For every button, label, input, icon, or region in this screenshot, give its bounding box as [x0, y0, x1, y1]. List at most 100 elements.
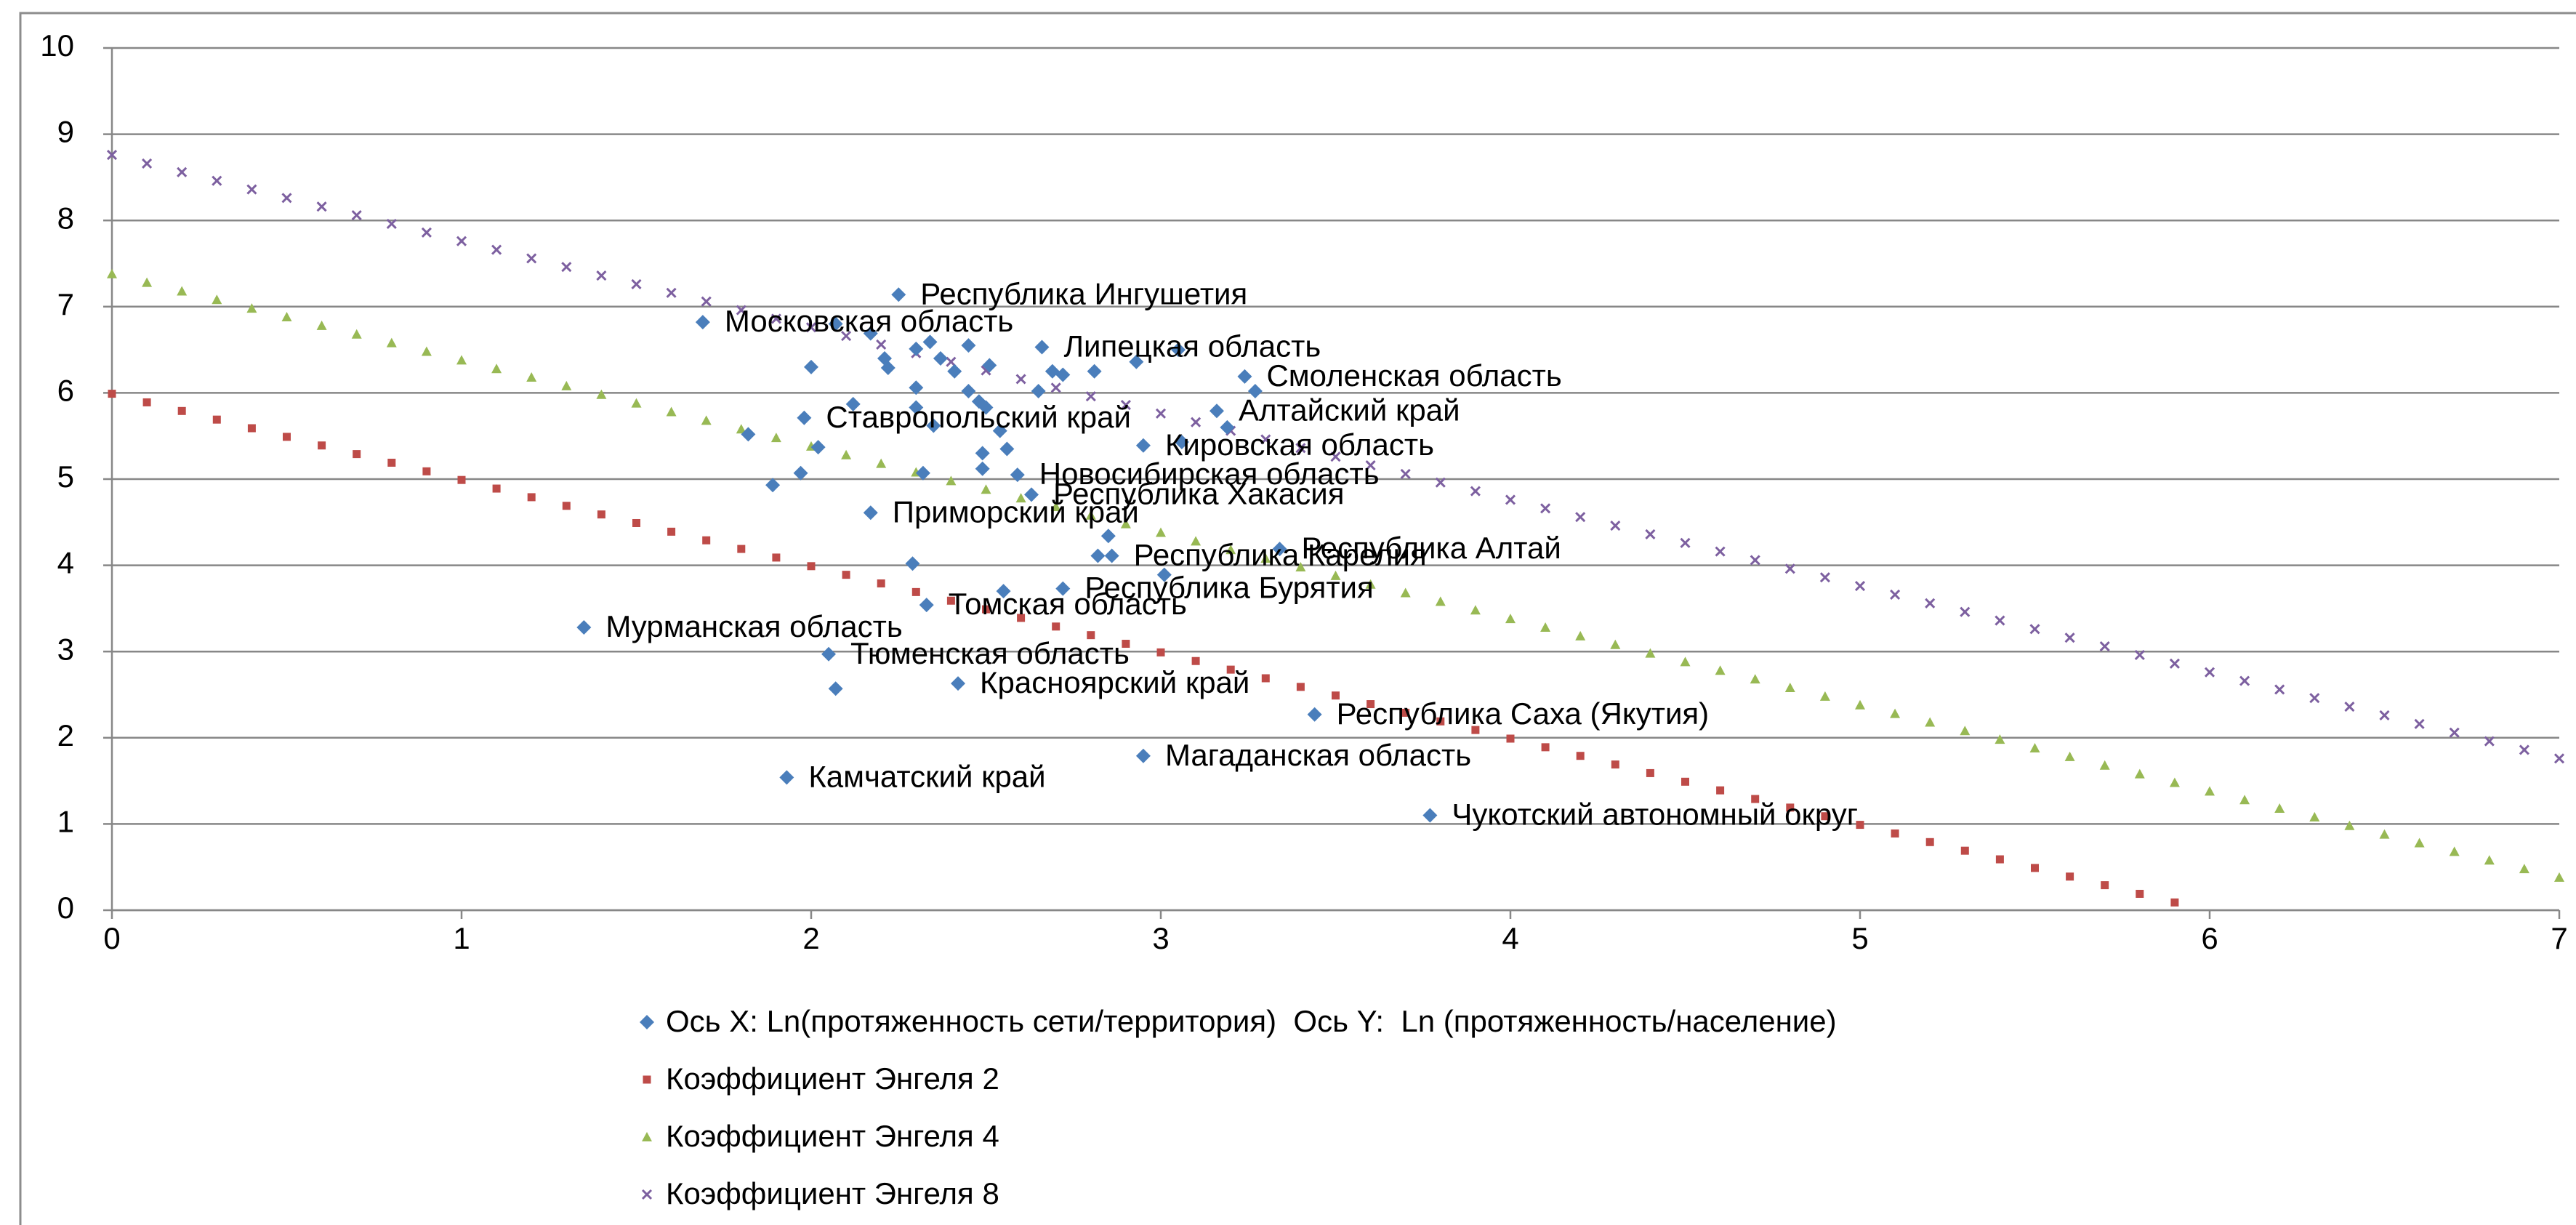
point [961, 338, 976, 353]
point [915, 465, 930, 481]
point [1296, 683, 1305, 691]
data-label: Кировская область [1165, 427, 1434, 462]
y-tick-label: 5 [57, 459, 74, 494]
point [1295, 443, 1306, 454]
point [632, 518, 640, 527]
point [281, 193, 292, 204]
point [797, 410, 812, 425]
point [2274, 684, 2285, 695]
y-tick-label: 9 [57, 115, 74, 149]
point [351, 329, 362, 339]
point [891, 287, 906, 302]
point [283, 433, 291, 441]
point [1786, 803, 1795, 812]
point [1575, 512, 1586, 523]
point [946, 475, 957, 486]
data-label: Тюменская область [850, 636, 1130, 670]
point [457, 475, 466, 484]
data-label: Новосибирская область [1039, 457, 1380, 491]
point [318, 441, 326, 450]
point [828, 316, 843, 332]
point [2134, 649, 2145, 661]
point [666, 406, 677, 417]
point [922, 334, 938, 350]
point [2204, 667, 2215, 678]
point [975, 446, 990, 461]
point [2205, 786, 2215, 796]
point [1156, 527, 1166, 537]
point [933, 350, 948, 366]
point [1435, 477, 1446, 488]
point [982, 358, 997, 373]
point [1330, 570, 1341, 580]
point [1087, 631, 1095, 640]
point [596, 270, 607, 281]
point [1260, 434, 1271, 445]
point [1010, 467, 1025, 483]
point [701, 415, 712, 425]
data-label: Алтайский край [1239, 393, 1460, 427]
point [212, 415, 221, 424]
point [736, 305, 746, 316]
point [1226, 665, 1235, 674]
point [1104, 548, 1119, 563]
point [880, 361, 895, 376]
point [1890, 708, 1901, 718]
x-tick-label: 2 [802, 921, 819, 955]
point [1135, 748, 1151, 763]
point [1015, 493, 1026, 503]
chart-border [19, 12, 2576, 1225]
point [2484, 855, 2495, 865]
point [876, 458, 887, 468]
point [2169, 658, 2180, 669]
point [1505, 614, 1516, 624]
point [1854, 581, 1866, 592]
point [1925, 838, 1934, 846]
point [316, 201, 327, 212]
point [1470, 486, 1481, 497]
point [1855, 699, 1865, 710]
point [353, 450, 361, 459]
point [1031, 384, 1046, 399]
point [1422, 808, 1438, 823]
point [741, 427, 756, 442]
point [2136, 889, 2144, 898]
point [1891, 829, 1899, 838]
point [1191, 417, 1202, 427]
point [456, 236, 467, 246]
point [2379, 710, 2390, 721]
point [1715, 546, 1726, 557]
point [736, 424, 746, 434]
point [1171, 342, 1186, 358]
point [666, 287, 677, 298]
point [909, 341, 924, 356]
y-tick-label: 7 [57, 287, 74, 321]
point [2066, 872, 2074, 881]
point [1135, 438, 1151, 453]
legend-marker [642, 1132, 652, 1141]
point [2344, 820, 2355, 830]
point [793, 465, 808, 481]
y-tick-label: 1 [57, 804, 74, 838]
point [841, 331, 852, 342]
point [1085, 510, 1096, 520]
point [526, 253, 537, 264]
point [562, 502, 571, 510]
data-label: Липецкая область [1063, 329, 1321, 364]
point [765, 478, 781, 493]
point [631, 398, 642, 408]
data-label: Республика Хакасия [1053, 476, 1344, 510]
point [919, 598, 934, 613]
point [2239, 675, 2250, 686]
point [909, 380, 924, 395]
point [1716, 786, 1725, 795]
point [1225, 545, 1236, 555]
point [701, 296, 712, 307]
point [1129, 354, 1144, 369]
point [1209, 403, 1224, 419]
point [2414, 718, 2425, 729]
point [2379, 829, 2390, 839]
point [1995, 734, 2005, 744]
data-label: Красноярский край [980, 665, 1249, 699]
x-tick-label: 0 [103, 921, 120, 955]
